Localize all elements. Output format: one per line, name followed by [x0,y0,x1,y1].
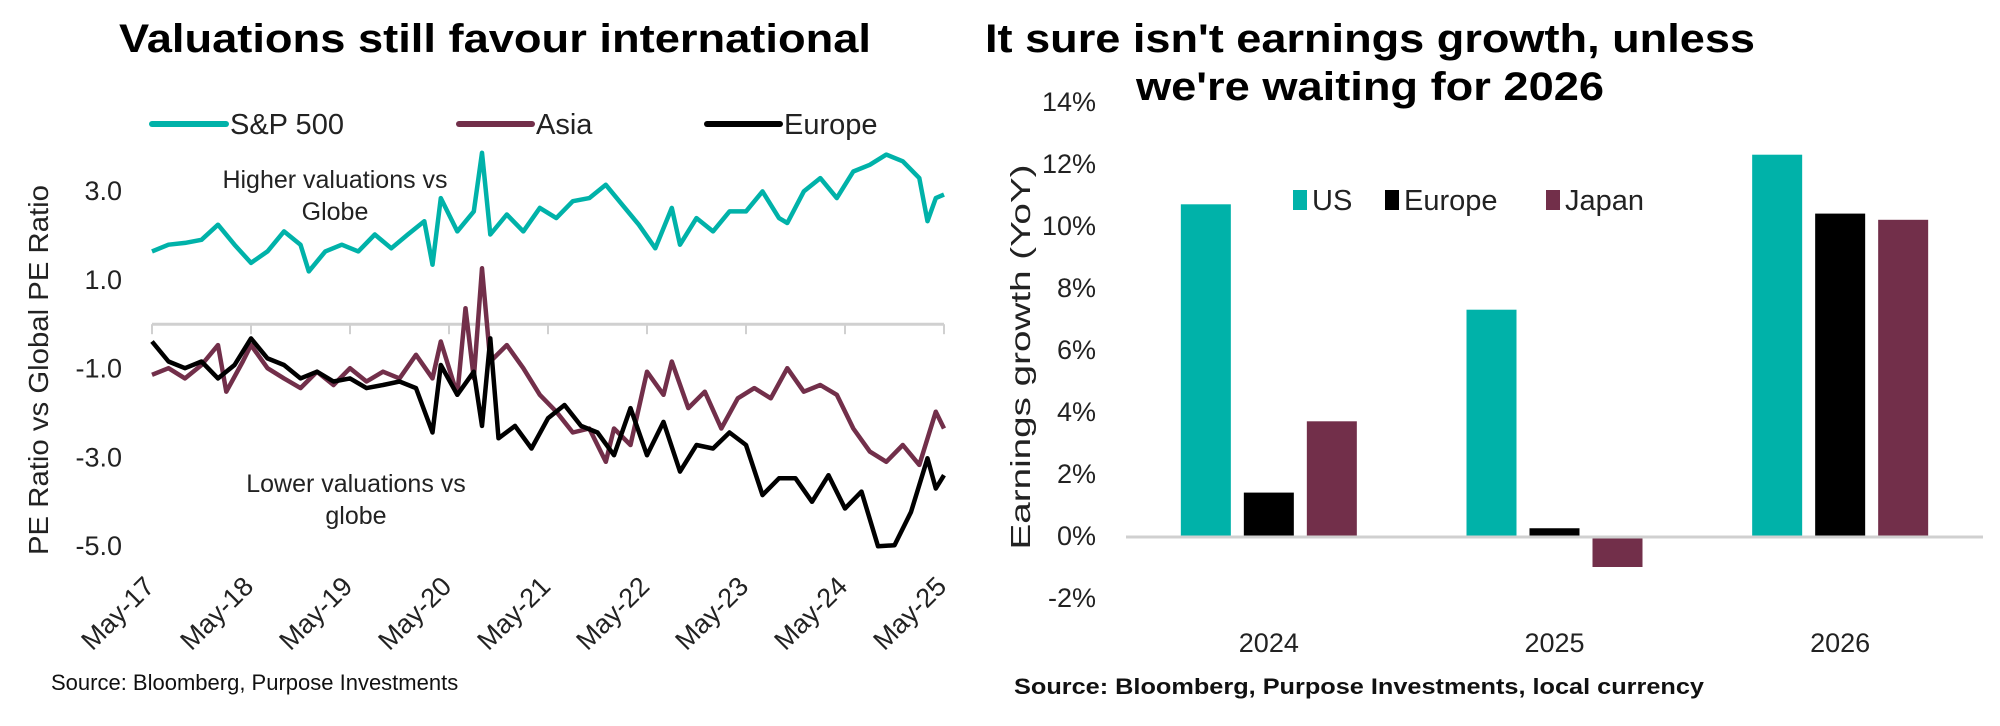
x-tick-label: May-24 [768,571,853,656]
y-tick-label: 12% [1042,149,1096,179]
series-line-asia [151,266,947,468]
left-y-axis-label: PE Ratio vs Global PE Ratio [23,185,54,555]
bar-us-2024 [1180,204,1231,537]
y-tick-label: 3.0 [84,176,122,206]
annotation-higher-line2: Globe [302,198,369,226]
x-tick-label: May-20 [372,571,457,656]
y-tick-label: 2% [1057,459,1096,489]
legend-swatch-us [1293,190,1307,210]
series-line-europe [150,336,946,549]
legend-label-japan: Japan [1565,185,1644,217]
bar-europe-2026 [1815,213,1866,536]
right-x-ticks: 2024 2025 2026 [1239,628,1870,658]
left-y-ticks: 3.0 1.0 -1.0 -3.0 -5.0 [75,176,122,561]
x-tick-label: May-25 [867,571,952,656]
right-source: Source: Bloomberg, Purpose Investments, … [1014,674,1705,699]
x-tick-label: May-18 [174,571,259,656]
right-bars [1180,154,1929,567]
y-tick-label: 14% [1042,87,1096,117]
legend-label-europe: Europe [784,109,878,141]
y-tick-label: -2% [1048,583,1096,613]
x-tick-label: 2025 [1524,628,1584,658]
x-tick-label: May-17 [75,571,160,656]
x-tick-label: May-19 [273,571,358,656]
right-chart-title-line2: we're waiting for 2026 [1135,65,1604,109]
right-legend: US Europe Japan [1293,185,1644,217]
y-tick-label: 10% [1042,211,1096,241]
x-tick-label: May-21 [471,571,556,656]
right-chart-title-line1: It sure isn't earnings growth, unless [985,17,1755,61]
left-series [150,150,947,549]
bar-us-2025 [1466,309,1517,536]
bar-japan-2026 [1878,219,1929,537]
bar-japan-2025 [1592,536,1643,567]
x-tick-label: May-23 [669,571,754,656]
left-legend: S&P 500 Asia Europe [149,109,878,141]
valuation-line-chart: Valuations still favour international S&… [23,17,952,695]
y-tick-label: 6% [1057,335,1096,365]
left-source: Source: Bloomberg, Purpose Investments [51,670,458,695]
left-chart-title: Valuations still favour international [119,17,871,61]
y-tick-label: 1.0 [84,265,122,295]
annotation-higher-line1: Higher valuations vs [222,166,447,194]
y-tick-label: 0% [1057,521,1096,551]
legend-label-sp500: S&P 500 [230,109,344,141]
legend-swatch-europe-bar [1385,190,1399,210]
annotation-lower: Lower valuations vs globe [246,470,466,530]
x-tick-label: May-22 [570,571,655,656]
right-y-axis-label: Earnings growth (YoY) [1005,165,1036,550]
series-line-s-p-500 [151,150,945,274]
y-tick-label: -3.0 [75,442,122,472]
legend-swatch-japan [1546,190,1560,210]
annotation-lower-line2: globe [325,502,386,530]
y-tick-label: -5.0 [75,531,122,561]
y-tick-label: 4% [1057,397,1096,427]
bar-europe-2025 [1529,528,1580,536]
bar-europe-2024 [1243,492,1294,536]
y-tick-label: -1.0 [75,354,122,384]
legend-label-asia: Asia [536,109,593,141]
earnings-bar-chart: It sure isn't earnings growth, unless we… [985,17,1983,699]
bar-us-2026 [1752,154,1803,536]
right-y-ticks: 14% 12% 10% 8% 6% 4% 2% 0% -2% [1042,87,1096,613]
y-tick-label: 8% [1057,273,1096,303]
annotation-lower-line1: Lower valuations vs [246,470,466,498]
legend-label-europe-bar: Europe [1404,185,1498,217]
annotation-higher: Higher valuations vs Globe [222,166,447,226]
x-tick-label: 2024 [1239,628,1299,658]
x-tick-label: 2026 [1810,628,1870,658]
bar-japan-2024 [1306,421,1357,536]
legend-label-us: US [1312,185,1352,217]
